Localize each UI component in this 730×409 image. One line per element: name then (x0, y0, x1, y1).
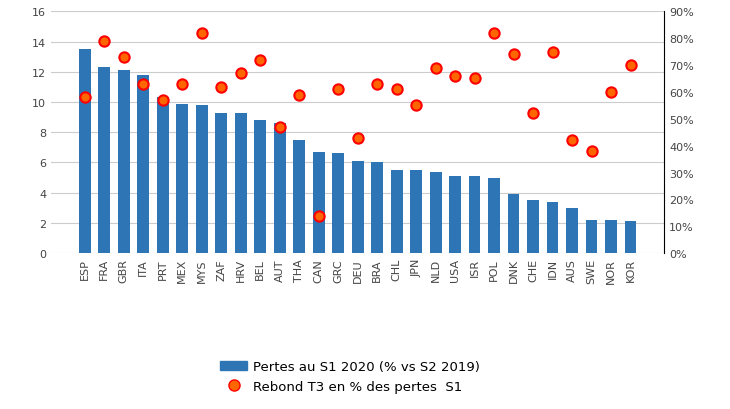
Bar (566, 208, 578, 254)
Bar (235, 113, 247, 254)
Point (118, 54, 130, 61)
Bar (430, 172, 442, 254)
Legend: Pertes au S1 2020 (% vs S2 2019), Rebond T3 en % des pertes  S1: Pertes au S1 2020 (% vs S2 2019), Rebond… (215, 355, 485, 398)
Bar (313, 153, 325, 254)
Bar (157, 98, 169, 254)
Point (235, 71, 247, 77)
Bar (391, 171, 402, 254)
Bar (332, 154, 344, 254)
Point (177, 81, 188, 88)
Point (196, 30, 207, 37)
Bar (118, 71, 130, 254)
Point (410, 103, 422, 109)
Point (372, 81, 383, 88)
Point (585, 148, 597, 155)
Bar (99, 68, 110, 254)
Point (293, 92, 305, 99)
Point (605, 90, 617, 96)
Point (469, 76, 480, 83)
Point (450, 73, 461, 80)
Point (488, 30, 500, 37)
Point (566, 138, 578, 144)
Point (508, 52, 520, 58)
Bar (274, 124, 285, 254)
Point (527, 111, 539, 117)
Point (274, 124, 285, 131)
Bar (585, 220, 597, 254)
Point (313, 213, 325, 219)
Point (99, 38, 110, 45)
Point (157, 97, 169, 104)
Bar (177, 104, 188, 254)
Bar (196, 106, 207, 254)
Point (391, 87, 402, 93)
Bar (527, 201, 539, 254)
Point (254, 57, 266, 64)
Bar (79, 50, 91, 254)
Point (430, 65, 442, 72)
Point (547, 49, 558, 56)
Bar (508, 195, 520, 254)
Point (625, 63, 637, 69)
Point (137, 81, 149, 88)
Bar (449, 177, 461, 254)
Point (79, 95, 91, 101)
Bar (215, 113, 227, 254)
Bar (254, 121, 266, 254)
Bar (352, 162, 364, 254)
Bar (547, 202, 558, 254)
Bar (137, 76, 149, 254)
Point (352, 135, 364, 142)
Point (215, 84, 227, 91)
Bar (469, 177, 480, 254)
Bar (410, 171, 422, 254)
Bar (372, 163, 383, 254)
Point (332, 87, 344, 93)
Bar (625, 222, 637, 254)
Bar (488, 178, 500, 254)
Bar (293, 140, 305, 254)
Bar (605, 220, 617, 254)
